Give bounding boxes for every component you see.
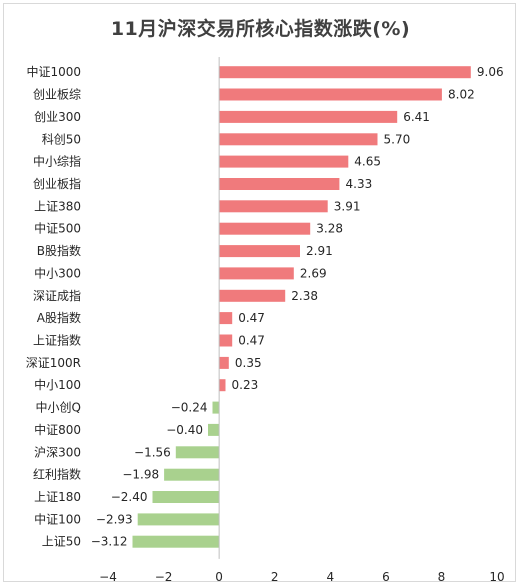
category-label-16: 中证800 [34,422,81,437]
category-label-2: 创业300 [34,110,81,124]
value-label-14: 0.23 [232,378,259,392]
x-tick-label-1: −2 [155,570,173,584]
category-label-0: 中证1000 [26,64,81,79]
bar-5 [219,178,340,190]
bar-8 [219,245,300,258]
value-label-20: −2.93 [96,512,133,526]
category-label-21: 上证50 [42,535,81,549]
x-tick-label-6: 8 [438,570,446,584]
x-tick-label-7: 10 [489,570,504,584]
bar-10 [219,289,286,302]
value-label-1: 8.02 [448,88,475,102]
category-label-6: 上证380 [34,199,81,213]
x-tick-label-2: 0 [215,570,223,584]
bar-0 [219,66,471,79]
x-tick-label-0: −4 [99,570,117,584]
bar-7 [219,222,311,235]
category-label-3: 科创50 [42,132,81,146]
category-label-10: 深证成指 [33,288,81,303]
bar-3 [219,133,378,146]
bar-4 [219,155,349,168]
value-label-7: 3.28 [316,222,343,236]
value-label-9: 2.69 [300,266,327,280]
x-tick-label-3: 2 [271,570,279,584]
category-label-13: 深证100R [26,356,81,370]
bar-18 [164,468,220,481]
category-label-9: 中小300 [34,265,81,280]
bar-12 [219,334,233,347]
bar-19 [152,491,220,503]
bar-17 [175,446,220,459]
category-label-12: 上证指数 [33,333,81,348]
value-label-5: 4.33 [346,177,373,191]
category-label-19: 上证180 [34,490,81,504]
bar-2 [219,110,398,123]
value-label-3: 5.70 [384,132,411,146]
value-label-18: −1.98 [122,468,159,482]
bar-1 [219,88,442,101]
category-label-14: 中小100 [34,377,81,392]
bar-6 [219,200,328,213]
bar-9 [219,267,294,280]
value-label-13: 0.35 [235,356,262,370]
value-label-8: 2.91 [306,244,333,258]
value-label-16: −0.40 [166,423,203,437]
value-label-2: 6.41 [403,110,430,124]
x-tick-label-4: 4 [326,570,334,584]
bar-21 [132,535,220,548]
bar-15 [212,401,220,414]
category-label-11: A股指数 [37,310,81,325]
value-label-19: −2.40 [111,490,148,504]
bar-11 [219,312,233,325]
value-label-0: 9.06 [477,65,504,79]
value-label-6: 3.91 [334,199,361,213]
category-label-7: 中证500 [34,221,81,236]
x-tick-label-5: 6 [382,570,390,584]
value-label-17: −1.56 [134,445,171,459]
bar-20 [137,513,220,526]
bar-14 [219,379,226,392]
category-label-5: 创业板指 [33,176,81,191]
value-label-21: −3.12 [91,535,128,549]
chart-title: 11月沪深交易所核心指数涨跌(%) [110,18,411,40]
category-label-8: B股指数 [37,243,81,258]
category-label-15: 中小创Q [36,400,81,415]
value-label-12: 0.47 [238,334,265,348]
category-label-18: 红利指数 [33,467,81,482]
category-label-1: 创业板综 [33,88,81,102]
category-label-4: 中小综指 [33,154,81,169]
value-label-10: 2.38 [291,289,318,303]
category-label-17: 沪深300 [34,445,81,459]
value-label-11: 0.47 [238,311,265,325]
bar-13 [219,356,229,369]
bar-16 [208,423,220,436]
category-label-20: 中证100 [34,511,81,526]
value-label-4: 4.65 [354,155,381,169]
value-label-15: −0.24 [171,401,208,415]
